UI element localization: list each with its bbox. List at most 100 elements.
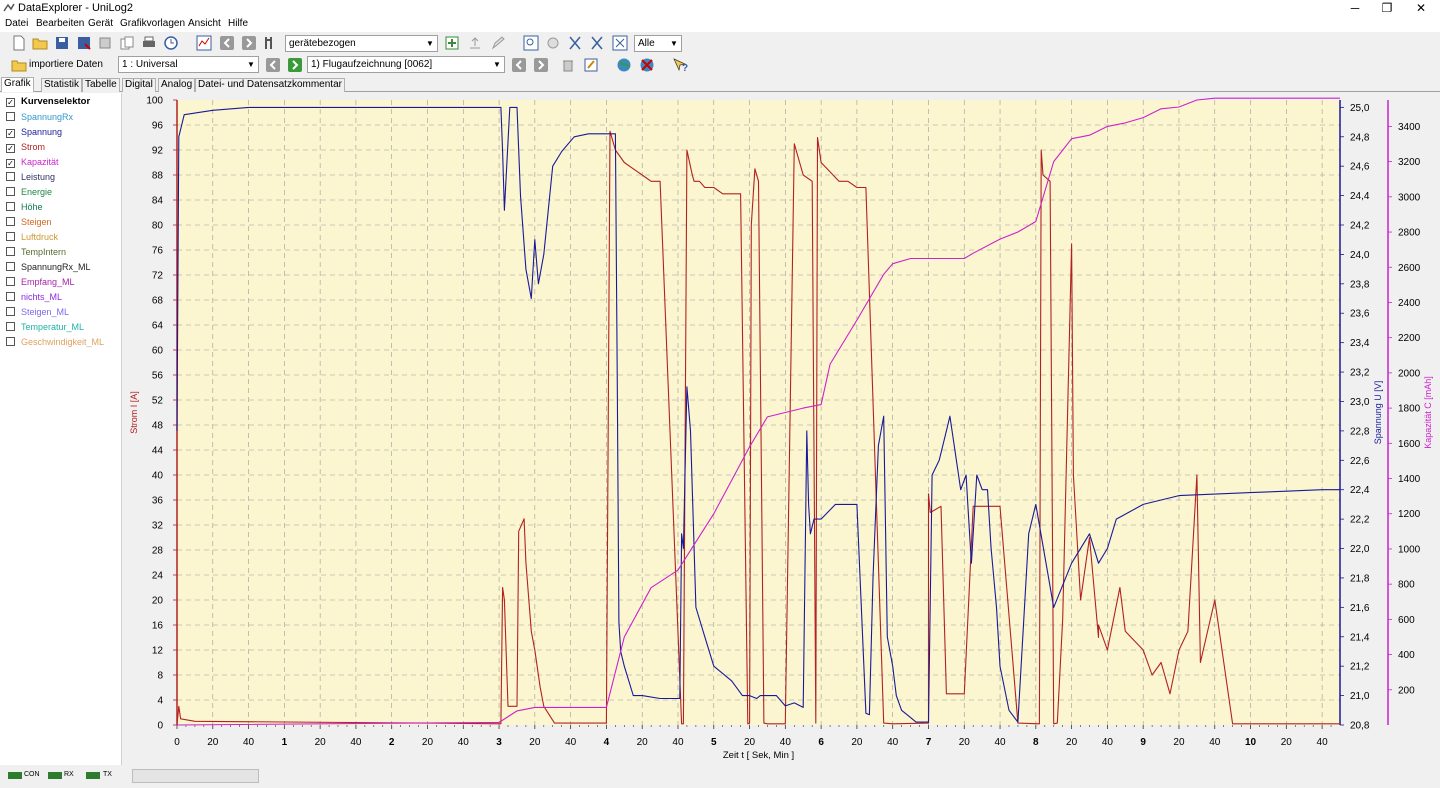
pan-icon[interactable]: [544, 34, 561, 51]
tools-icon[interactable]: [262, 34, 279, 51]
curve-item[interactable]: Steigen_ML: [6, 306, 69, 320]
menu-bearbeiten[interactable]: Bearbeiten: [36, 18, 85, 29]
copy-icon[interactable]: [118, 34, 135, 51]
curve-checkbox[interactable]: [6, 307, 15, 316]
svg-text:?: ?: [682, 63, 688, 73]
prev-icon[interactable]: [510, 56, 527, 73]
curve-checkbox[interactable]: [6, 172, 15, 181]
print-icon[interactable]: [140, 34, 157, 51]
curve-item[interactable]: SpannungRx_ML: [6, 261, 91, 275]
graph-icon[interactable]: [195, 34, 212, 51]
curve-checkbox[interactable]: [6, 202, 15, 211]
curve-checkbox[interactable]: [6, 277, 15, 286]
curve-item[interactable]: ✓ Kapazität: [6, 156, 59, 170]
cut-icon[interactable]: [566, 34, 583, 51]
y-right2-tick-label: 600: [1398, 615, 1415, 626]
curve-checkbox[interactable]: [6, 247, 15, 256]
y-left-tick-label: 92: [152, 146, 164, 157]
y-right1-tick-label: 21,0: [1350, 691, 1370, 702]
next-icon[interactable]: [532, 56, 549, 73]
fit-icon[interactable]: [611, 34, 628, 51]
curve-item[interactable]: Empfang_ML: [6, 276, 75, 290]
curve-checkbox[interactable]: [6, 262, 15, 271]
menu-hilfe[interactable]: Hilfe: [228, 18, 249, 29]
y-right2-tick-label: 400: [1398, 650, 1415, 661]
open-folder-icon[interactable]: [31, 34, 48, 51]
y-right1-tick-label: 21,4: [1350, 632, 1370, 643]
curve-checkbox[interactable]: ✓: [6, 144, 15, 153]
save-icon[interactable]: [53, 34, 70, 51]
menu-ansicht[interactable]: Ansicht: [188, 18, 221, 29]
help-icon[interactable]: ?: [671, 56, 688, 73]
y-left-tick-label: 84: [152, 196, 164, 207]
restore-button[interactable]: ❐: [1381, 1, 1393, 15]
curve-checkbox[interactable]: ✓: [6, 159, 15, 168]
curve-checkbox[interactable]: [6, 322, 15, 331]
curve-item[interactable]: SpannungRx: [6, 111, 73, 125]
chart-svg[interactable]: 0 20 40 1 20 40 2 20 40 3 20 40 4 20 40 5 20 40 6 20 40 7 20 40…: [122, 93, 1440, 765]
save-as-icon[interactable]: [75, 34, 92, 51]
settings-icon[interactable]: [96, 34, 113, 51]
curve-item[interactable]: Höhe: [6, 201, 43, 215]
y-right1-tick-label: 24,0: [1350, 250, 1370, 261]
curve-checkbox[interactable]: [6, 217, 15, 226]
curve-item[interactable]: Luftdruck: [6, 231, 58, 245]
y-left-tick-label: 28: [152, 546, 164, 557]
tab-digital[interactable]: Digital: [122, 78, 156, 92]
curve-item[interactable]: TempIntern: [6, 246, 66, 260]
y-left-tick-label: 52: [152, 396, 164, 407]
menu-grafikvorlagen[interactable]: Grafikvorlagen: [120, 18, 186, 29]
y-left-tick-label: 72: [152, 271, 164, 282]
curve-item[interactable]: ✓ Spannung: [6, 126, 62, 140]
tab-analog[interactable]: Analog: [158, 78, 196, 92]
device-select[interactable]: 1 : Universal ▼: [118, 56, 259, 73]
curve-checkbox[interactable]: [6, 232, 15, 241]
menu-geraet[interactable]: Gerät: [88, 18, 114, 29]
edit-record-icon[interactable]: [582, 56, 599, 73]
curve-checkbox[interactable]: [6, 292, 15, 301]
curve-checkbox[interactable]: [6, 337, 15, 346]
tab-statistik[interactable]: Statistik: [41, 78, 83, 92]
add-config-icon[interactable]: [443, 34, 460, 51]
menu-datei[interactable]: Datei: [5, 18, 29, 29]
delete-icon[interactable]: [559, 56, 576, 73]
clock-icon[interactable]: [162, 34, 179, 51]
curve-selector-header[interactable]: ✓ Kurvenselektor: [6, 96, 91, 107]
select-all-checkbox[interactable]: ✓: [6, 98, 15, 107]
x-tick-label: 20: [851, 737, 863, 748]
curve-item[interactable]: Geschwindigkeit_ML: [6, 336, 104, 350]
y-right2-tick-label: 3000: [1398, 192, 1421, 203]
tab-tabelle[interactable]: Tabelle: [82, 78, 120, 92]
curve-checkbox[interactable]: [6, 187, 15, 196]
curve-label: Kapazität: [21, 157, 59, 167]
curve-item[interactable]: ✓ Strom: [6, 141, 45, 155]
cut-right-icon[interactable]: [588, 34, 605, 51]
tab-comments[interactable]: Datei- und Datensatzkommentar: [195, 78, 345, 92]
next-record-icon[interactable]: [286, 56, 303, 73]
series-line-spannung: [176, 106, 1340, 723]
forward-icon[interactable]: [240, 34, 257, 51]
curve-item[interactable]: nichts_ML: [6, 291, 62, 305]
globe-remove-icon[interactable]: [638, 56, 655, 73]
new-file-icon[interactable]: [10, 34, 27, 51]
curve-checkbox[interactable]: [6, 112, 15, 121]
curve-item[interactable]: Temperatur_ML: [6, 321, 84, 335]
x-tick-label: 40: [780, 737, 792, 748]
back-icon[interactable]: [218, 34, 235, 51]
edit-icon[interactable]: [489, 34, 506, 51]
filter-select[interactable]: Alle ▼: [634, 35, 682, 52]
import-data-button[interactable]: importiere Daten: [10, 56, 106, 74]
minimize-button[interactable]: ─: [1350, 1, 1360, 15]
view-select[interactable]: gerätebezogen ▼: [285, 35, 438, 52]
curve-item[interactable]: Leistung: [6, 171, 55, 185]
record-select[interactable]: 1) Flugaufzeichnung [0062] ▼: [307, 56, 505, 73]
curve-checkbox[interactable]: ✓: [6, 129, 15, 138]
globe-icon[interactable]: [615, 56, 632, 73]
prev-record-icon[interactable]: [264, 56, 281, 73]
close-button[interactable]: ✕: [1415, 1, 1427, 15]
zoom-icon[interactable]: [522, 34, 539, 51]
tab-grafik[interactable]: Grafik: [1, 77, 34, 92]
curve-item[interactable]: Steigen: [6, 216, 52, 230]
export-icon[interactable]: [466, 34, 483, 51]
curve-item[interactable]: Energie: [6, 186, 52, 200]
